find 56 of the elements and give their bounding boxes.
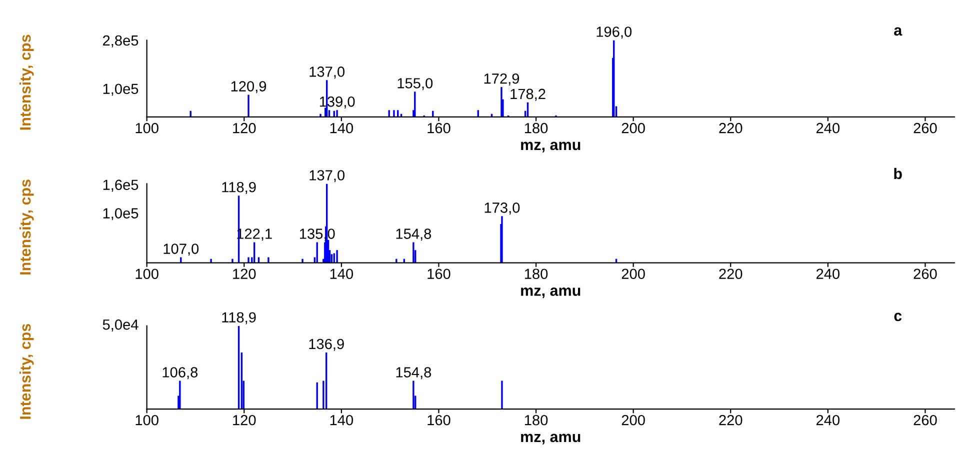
text: 2,8e5 [103, 35, 138, 48]
x-tick-label: 100 [136, 414, 158, 426]
x-tick-label: 180 [524, 414, 548, 426]
x-tick-label: 160 [428, 122, 450, 134]
text: 1,6e5 [103, 180, 138, 192]
x-tick-label: 200 [622, 268, 645, 280]
x-tick-label: 160 [428, 268, 450, 280]
annotation: 155,0 [398, 78, 433, 90]
x-tick-label: 120 [233, 122, 256, 134]
annotation: 107,0 [164, 244, 199, 256]
y-axis-title: Intensity, cps [20, 34, 34, 130]
x-tick-label: 140 [330, 268, 354, 280]
annotation: 173,0 [484, 202, 520, 215]
text: b [894, 168, 902, 180]
x-tick-label: 100 [136, 268, 158, 280]
x-tick-label: 160 [428, 414, 450, 426]
annotation: 196,0 [596, 26, 632, 39]
x-tick-label: 260 [914, 414, 937, 426]
x-tick-label: 100 [136, 122, 158, 134]
annotation: 154,8 [396, 367, 432, 380]
x-tick-label: 220 [719, 414, 742, 426]
annotation: 137,0 [310, 66, 345, 79]
x-tick-label: 120 [233, 268, 256, 280]
annotation: 106,8 [162, 367, 198, 380]
x-axis-title: mz, amu [521, 142, 580, 152]
annotation: 178,2 [510, 88, 546, 101]
x-tick-label: 180 [524, 122, 548, 134]
x-tick-label: 140 [330, 414, 354, 426]
x-tick-label: 140 [330, 122, 354, 134]
annotation: 172,9 [484, 73, 520, 86]
text: a [894, 27, 902, 36]
x-tick-label: 200 [622, 122, 645, 134]
x-tick-label: 220 [719, 122, 742, 134]
text: 5,0e4 [102, 319, 138, 332]
x-tick-label: 240 [816, 122, 840, 134]
annotation: 154,8 [396, 228, 432, 241]
x-tick-label: 240 [816, 414, 840, 426]
annotation: 136,9 [309, 338, 344, 351]
text: 1,0e5 [103, 84, 138, 96]
text: c [894, 312, 902, 322]
annotation: 137,0 [310, 170, 345, 182]
y-axis-title: Intensity, cps [20, 180, 34, 274]
annotation: 118,9 [222, 312, 256, 324]
text: 1,0e5 [103, 208, 138, 220]
annotation: 118,9 [222, 182, 256, 194]
x-axis-title: mz, amu [521, 288, 580, 298]
x-axis-title: mz, amu [521, 434, 580, 444]
x-tick-label: 200 [622, 414, 645, 426]
x-tick-label: 220 [719, 268, 742, 280]
x-tick-label: 120 [233, 414, 256, 426]
x-tick-label: 240 [816, 268, 840, 280]
y-axis-title: Intensity, cps [20, 324, 34, 419]
x-tick-label: 260 [914, 122, 937, 134]
annotation: 120,9 [231, 81, 266, 94]
x-tick-label: 180 [524, 268, 548, 280]
x-tick-label: 260 [914, 268, 937, 280]
